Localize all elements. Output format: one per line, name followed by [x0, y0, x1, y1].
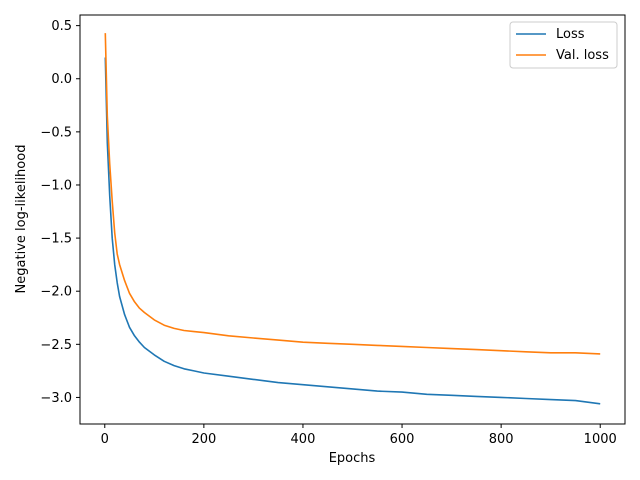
legend-label-val-loss: Val. loss	[556, 48, 609, 63]
y-tick-label: −1.5	[40, 232, 72, 247]
y-tick-label: −1.0	[40, 178, 72, 193]
x-axis-label: Epochs	[329, 451, 376, 466]
x-tick-label: 400	[291, 432, 316, 447]
y-tick-label: −3.0	[40, 391, 72, 406]
x-tick-label: 600	[390, 432, 415, 447]
series-line-val-loss	[104, 33, 601, 355]
y-axis-label: Negative log-likelihood	[14, 145, 29, 294]
legend: Loss Val. loss	[509, 21, 618, 69]
y-tick-label: 0.5	[51, 19, 72, 34]
y-tick-label: −0.5	[40, 125, 72, 140]
y-tick-label: −2.0	[40, 285, 72, 300]
x-axis-ticks: 0 200 400 600 800 1000	[101, 424, 617, 447]
legend-label-loss: Loss	[556, 27, 585, 42]
x-tick-label: 0	[101, 432, 109, 447]
y-tick-label: 0.0	[51, 72, 72, 87]
y-tick-label: −2.5	[40, 338, 72, 353]
series-lines	[104, 33, 601, 405]
x-tick-label: 1000	[584, 432, 617, 447]
y-axis-ticks: 0.5 0.0 −0.5 −1.0 −1.5 −2.0 −2.5 −3.0	[40, 19, 80, 406]
axes-frame	[79, 14, 626, 425]
series-line-loss	[104, 57, 601, 405]
x-tick-label: 800	[489, 432, 514, 447]
x-tick-label: 200	[191, 432, 216, 447]
